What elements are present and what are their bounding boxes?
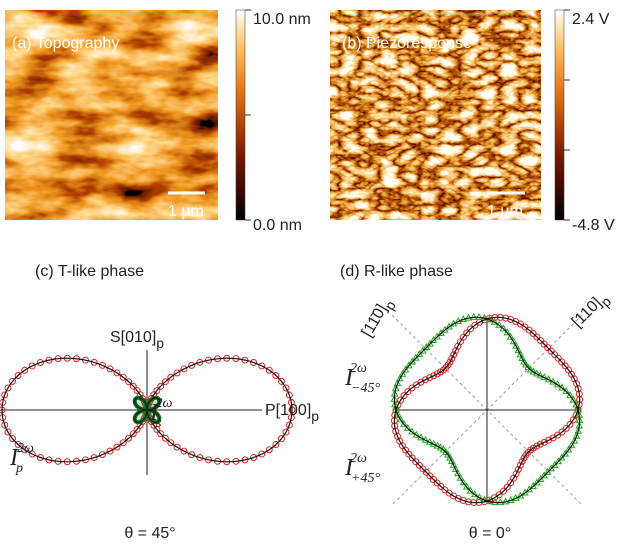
scale-label: 1 µm xyxy=(487,203,523,220)
colorbar-max: 10.0 nm xyxy=(253,11,311,28)
axis-label: [110]p xyxy=(569,289,615,335)
marker xyxy=(471,314,477,320)
colorbar-ticks xyxy=(564,10,570,220)
axis-label: S[010]p xyxy=(110,329,164,351)
colorbar xyxy=(555,10,564,220)
curve-label: I+45°2ω xyxy=(344,451,380,486)
scale-label: 1 µm xyxy=(168,203,204,220)
panel-title: (d) R-like phase xyxy=(340,263,453,280)
marker xyxy=(476,314,482,320)
curve-label: Is2ω xyxy=(149,396,172,431)
curve-label: I−45°2ω xyxy=(344,361,380,396)
angle-label: θ = 45° xyxy=(124,525,175,542)
axis-label: [11̄0]p xyxy=(359,295,399,343)
figure: (a) Topography 1 µm 10.0 nm 0.0 nm (b) P… xyxy=(0,0,644,548)
colorbar-ticks xyxy=(245,10,251,220)
angle-label: θ = 0° xyxy=(469,525,511,542)
panel-title: (c) T-like phase xyxy=(35,263,144,280)
panel-label: (b) Piezoresponse xyxy=(342,35,472,52)
panel-label: (a) Topography xyxy=(12,35,119,52)
colorbar-min: 0.0 nm xyxy=(253,217,302,234)
colorbar-max: 2.4 V xyxy=(572,11,610,28)
colorbar-min: -4.8 V xyxy=(572,217,615,234)
colorbar xyxy=(236,10,245,220)
curve-label: Ip2ω xyxy=(9,441,34,476)
